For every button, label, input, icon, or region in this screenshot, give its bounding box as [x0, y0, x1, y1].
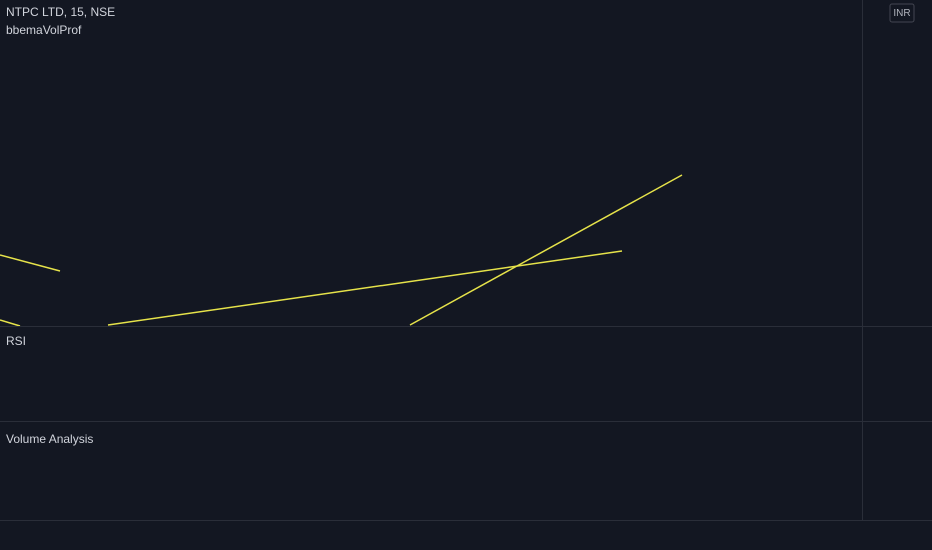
chart-title: NTPC LTD, 15, NSE	[6, 5, 115, 19]
currency[interactable]: INR	[893, 8, 910, 19]
volume-title: Volume Analysis	[6, 432, 93, 446]
trend-line	[107, 250, 623, 326]
indicator-name: bbemaVolProf	[6, 23, 82, 37]
pane-borders	[0, 0, 932, 521]
rsi-title: RSI	[6, 334, 26, 348]
trend-line	[0, 319, 21, 327]
trend-lines	[0, 174, 683, 327]
trend-line	[409, 174, 683, 326]
currency-box[interactable]	[889, 3, 915, 23]
trend-line	[0, 254, 61, 272]
